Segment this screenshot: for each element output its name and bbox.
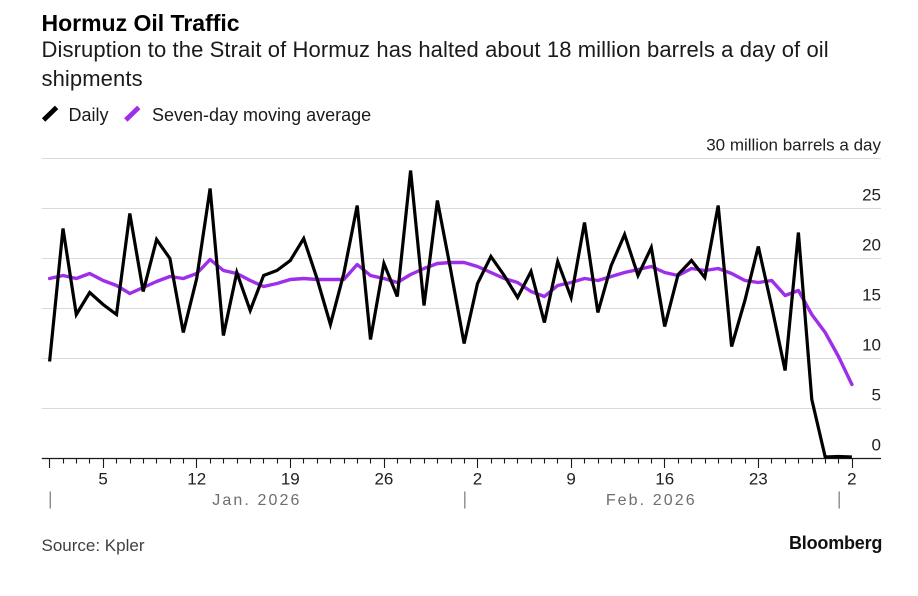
svg-text:20: 20 (862, 236, 881, 255)
svg-text:2: 2 (473, 470, 482, 489)
svg-text:10: 10 (862, 336, 881, 355)
svg-text:0: 0 (872, 436, 881, 455)
svg-text:Jan. 2026: Jan. 2026 (212, 492, 301, 509)
svg-text:15: 15 (862, 286, 881, 305)
svg-text:25: 25 (862, 186, 881, 205)
svg-text:19: 19 (281, 470, 300, 489)
svg-text:23: 23 (749, 470, 768, 489)
svg-text:5: 5 (872, 386, 881, 405)
svg-text:16: 16 (655, 470, 674, 489)
svg-text:Feb. 2026: Feb. 2026 (606, 492, 697, 509)
svg-text:5: 5 (98, 470, 107, 489)
svg-text:12: 12 (187, 470, 206, 489)
svg-text:9: 9 (566, 470, 575, 489)
svg-text:30 million barrels a day: 30 million barrels a day (706, 136, 881, 155)
svg-text:26: 26 (374, 470, 393, 489)
svg-text:2: 2 (847, 470, 856, 489)
